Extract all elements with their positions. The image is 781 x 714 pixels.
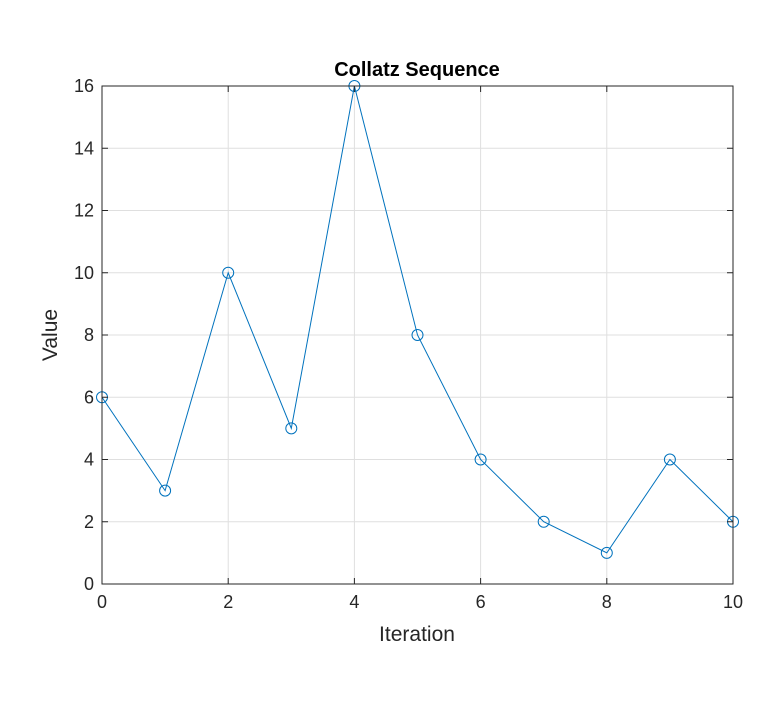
ticks: [101, 85, 734, 585]
y-tick-label: 6: [84, 387, 94, 407]
y-tick-label: 4: [84, 450, 94, 470]
data-point: [222, 266, 235, 279]
data-point: [537, 515, 550, 528]
y-tick-label: 10: [74, 263, 94, 283]
data-point: [663, 453, 676, 466]
x-tick-label: 10: [723, 592, 743, 612]
data-point: [285, 422, 298, 435]
data-point: [411, 329, 424, 341]
data-point: [474, 453, 487, 466]
y-tick-label: 8: [84, 325, 94, 345]
y-axis-label: Value: [39, 309, 62, 361]
y-tick-label: 0: [84, 574, 94, 594]
data-point: [600, 546, 613, 559]
data-point: [159, 484, 172, 497]
x-tick-label: 2: [223, 592, 233, 612]
y-tick-label: 2: [84, 512, 94, 532]
series-line: [101, 85, 734, 554]
y-tick-label: 12: [74, 201, 94, 221]
tick-labels: 0 2 4 6 8 10 0 2 4 6 8 10 12 14 16: [74, 76, 743, 612]
x-axis-label: Iteration: [379, 623, 455, 646]
x-tick-label: 8: [602, 592, 612, 612]
x-tick-label: 0: [97, 592, 107, 612]
chart-title: Collatz Sequence: [334, 59, 500, 81]
x-tick-label: 6: [476, 592, 486, 612]
y-tick-label: 14: [74, 138, 94, 158]
y-tick-label: 16: [74, 76, 94, 96]
x-tick-label: 4: [349, 592, 359, 612]
